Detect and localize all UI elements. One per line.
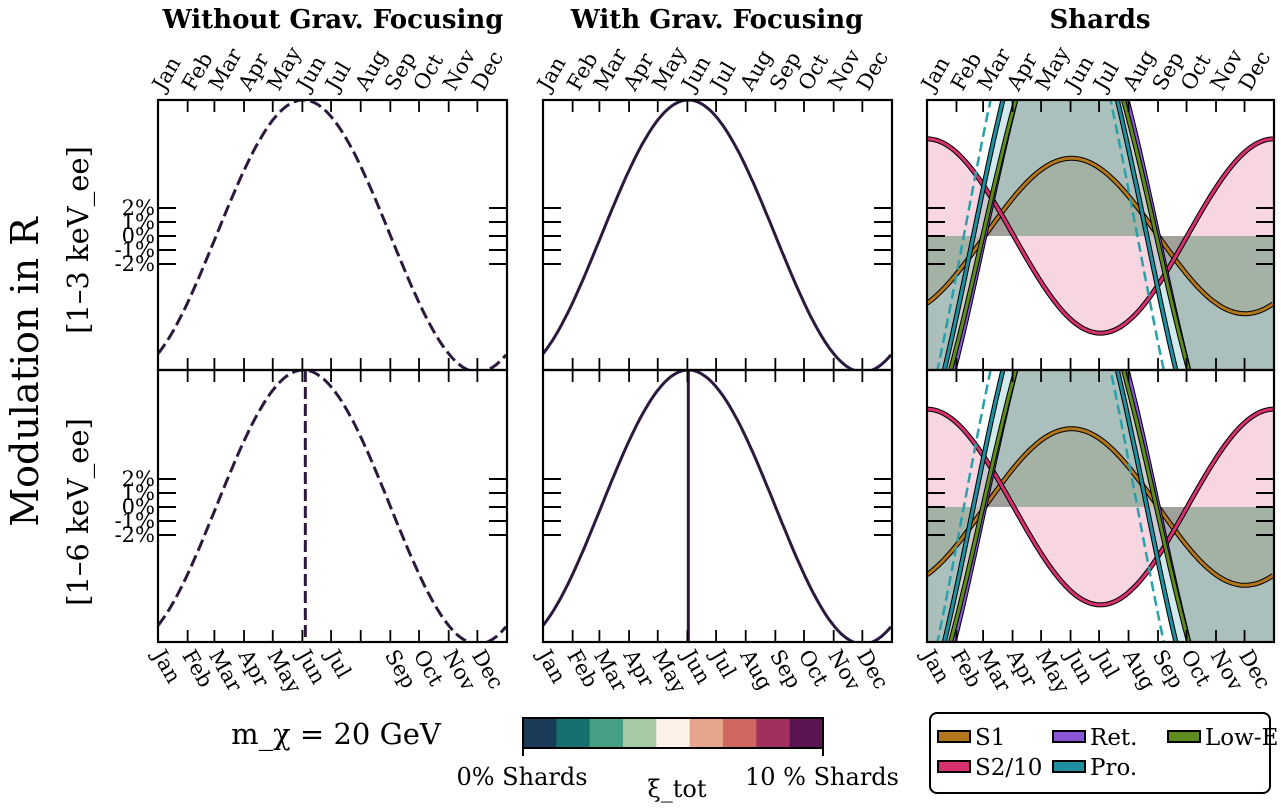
- legend: S1 S2/10 Ret. Pro. Low-E: [937, 725, 1278, 781]
- colorbar-swatch: [689, 718, 724, 748]
- legend-swatch-Pro.: [1052, 760, 1086, 773]
- series-curve-r1-c0: [158, 370, 507, 642]
- colorbar-swatch: [723, 718, 757, 748]
- y-tick-label: -1%: [115, 238, 155, 262]
- shard-fill-S2/10-r0: [927, 138, 1274, 334]
- panel-frame-r1-c0: [156, 368, 509, 644]
- panel-r0-c0: 2%1%0%-1%-2%: [115, 98, 509, 372]
- colorbar-swatch: [656, 718, 691, 748]
- shard-fill-Low-E-r1: [927, 370, 1274, 642]
- shard-fill-Low-E-r0: [927, 100, 1274, 370]
- legend-label-S2/10: S2/10: [975, 755, 1042, 781]
- colorbar-swatch: [756, 718, 791, 748]
- bottom-month-label: Sep: [380, 646, 421, 693]
- legend-label-Ret.: Ret.: [1090, 725, 1137, 751]
- y-tick-label: -2%: [115, 252, 155, 276]
- panel-grid: 2%1%0%-1%-2%2%1%0%-1%-2%: [115, 98, 1276, 644]
- row-label-1-6: [1–6 keV_ee]: [61, 418, 96, 606]
- legend-label-Low-E: Low-E: [1205, 725, 1278, 751]
- colorbar-frame: [522, 717, 824, 749]
- shard-curve-Low-E-r0: [949, 100, 1191, 370]
- legend-swatch-S2/10: [937, 760, 971, 773]
- colorbar-swatch: [623, 718, 657, 748]
- mass-label: m_χ = 20 GeV: [231, 717, 442, 752]
- y-tick-label: 1%: [122, 210, 155, 234]
- y-tick-label: 2%: [122, 196, 155, 220]
- y-tick-label: 2%: [122, 467, 155, 491]
- top-month-label: Jan: [916, 53, 955, 97]
- y-axis-label: Modulation in R: [3, 216, 47, 527]
- y-tick-label: -1%: [115, 509, 155, 533]
- bottom-month-label: Jan: [147, 644, 186, 688]
- series-curve-r0-c1: [543, 100, 892, 370]
- y-tick-label: 1%: [122, 481, 155, 505]
- colorbar-max-label: 10 % Shards: [745, 763, 899, 791]
- y-tick-label: 0%: [122, 224, 155, 248]
- series-curve-r1-c1: [543, 370, 892, 642]
- legend-swatch-Low-E: [1167, 730, 1201, 743]
- top-month-label: Jan: [147, 53, 186, 97]
- shard-curve-Low-E-r1: [948, 370, 1191, 642]
- shard-curve-Pro.-r1: [942, 370, 1178, 642]
- colorbar-swatch: [523, 718, 557, 748]
- shard-curve-Pro.-r0: [942, 100, 1178, 370]
- shard-fill-Pro.-r1: [927, 370, 1274, 642]
- colorbar: [522, 717, 824, 756]
- title-without-gf: Without Grav. Focusing: [162, 5, 504, 35]
- panel-frame-r1-c1: [541, 368, 894, 644]
- title-shards: Shards: [1049, 5, 1150, 35]
- panel-r1-c0: 2%1%0%-1%-2%: [115, 368, 509, 644]
- shard-fill-S2/10-r1: [927, 409, 1274, 605]
- top-month-label: Jan: [532, 53, 571, 97]
- panel-r1-c1: [541, 368, 894, 644]
- y-tick-label: 0%: [122, 495, 155, 519]
- legend-swatch-Ret.: [1052, 730, 1086, 743]
- bottom-month-label: Jan: [916, 644, 955, 688]
- series-curve-r0-c0: [158, 100, 507, 370]
- title-with-gf: With Grav. Focusing: [570, 5, 864, 35]
- shard-fill-Ret.-r0: [927, 100, 1274, 370]
- panel-frame-r0-c1: [541, 98, 894, 372]
- colorbar-min-label: 0% Shards: [456, 763, 587, 791]
- colorbar-swatch: [556, 718, 591, 748]
- panel-r0-c2: [925, 98, 1276, 372]
- panel-r0-c1: [541, 98, 894, 372]
- shard-fill-Ret.-r1: [927, 370, 1274, 642]
- shard-fill-Pro.-r0: [927, 100, 1274, 370]
- shard-dashed-r0: [936, 100, 1166, 370]
- colorbar-swatch: [789, 718, 824, 748]
- legend-label-Pro.: Pro.: [1090, 755, 1137, 781]
- row-label-1-3: [1–3 keV_ee]: [61, 146, 96, 334]
- colorbar-title: ξ_tot: [648, 775, 707, 803]
- panel-frame-r0-c0: [156, 98, 509, 372]
- y-tick-label: -2%: [115, 523, 155, 547]
- legend-swatch-S1: [937, 730, 971, 743]
- bottom-month-label: Jan: [532, 644, 571, 688]
- legend-label-S1: S1: [975, 725, 1005, 751]
- colorbar-swatch: [589, 718, 624, 748]
- panel-r1-c2: [925, 368, 1276, 644]
